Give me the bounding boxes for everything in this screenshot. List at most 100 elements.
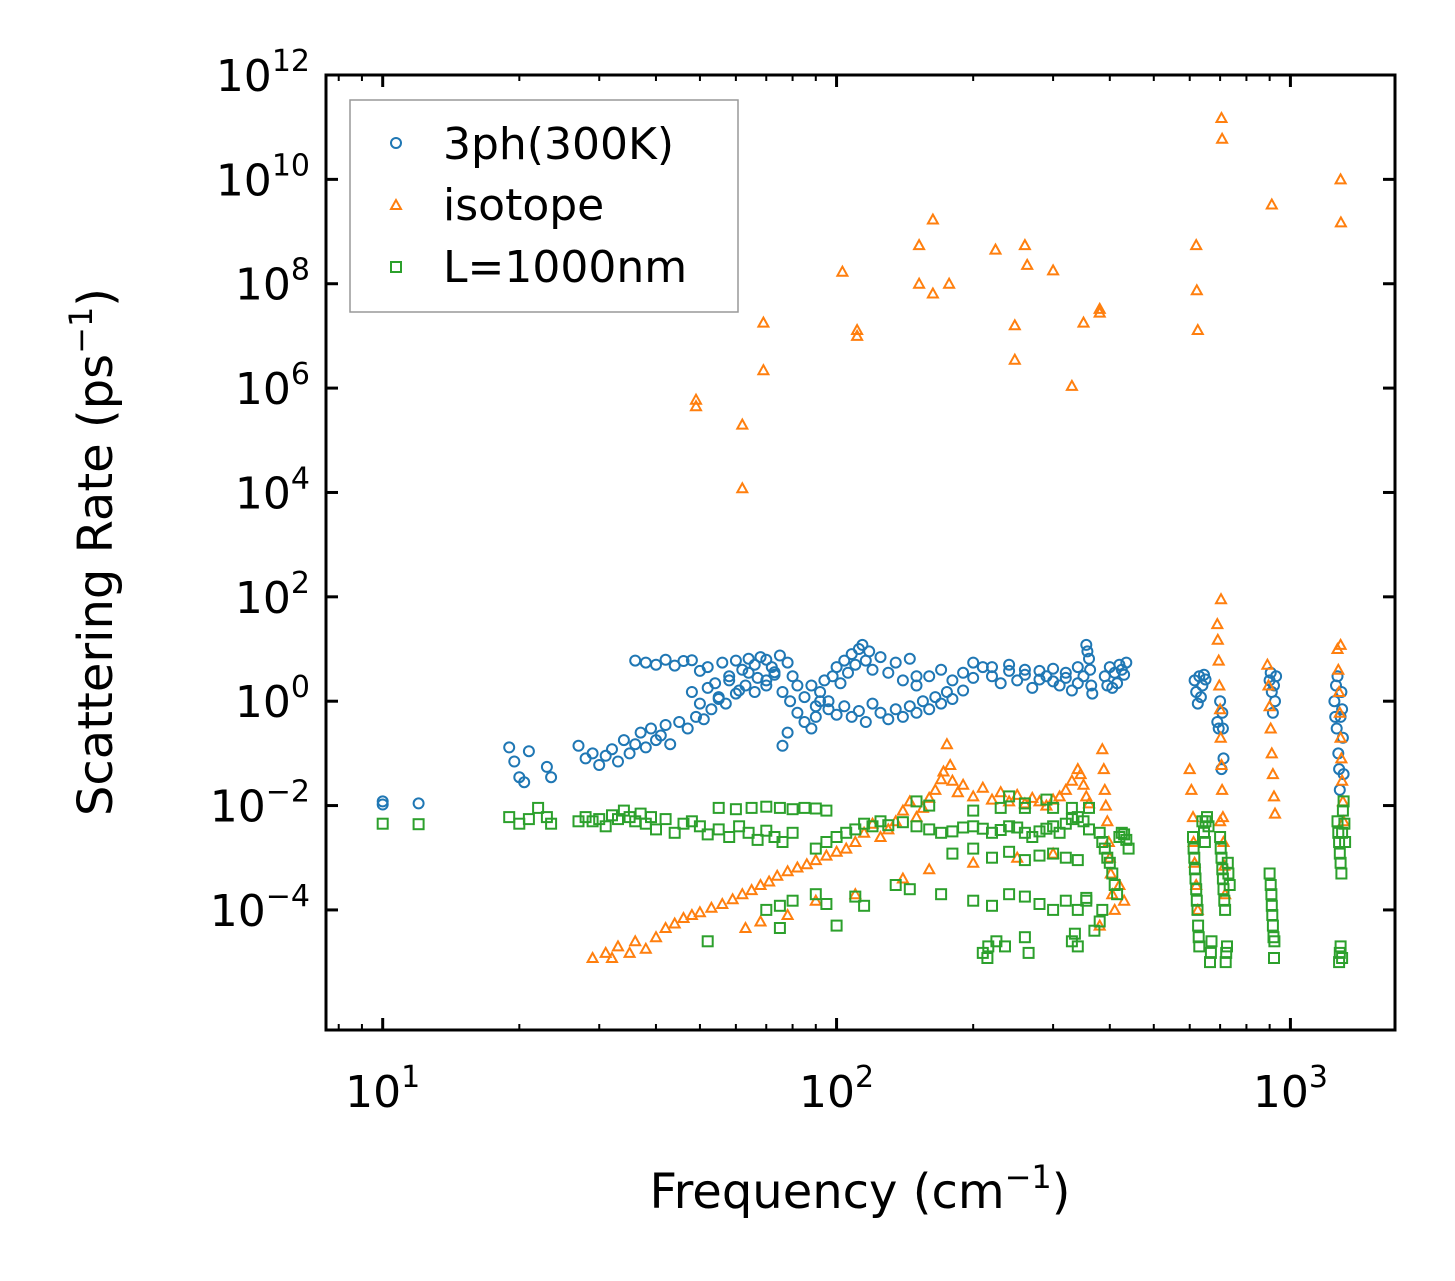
legend-frame bbox=[349, 99, 739, 313]
data-point bbox=[1099, 798, 1113, 811]
data-point bbox=[928, 782, 942, 795]
data-point bbox=[735, 417, 749, 430]
data-point bbox=[1093, 305, 1107, 318]
data-point bbox=[773, 922, 786, 934]
data-point bbox=[1216, 722, 1229, 735]
data-point bbox=[798, 716, 811, 728]
data-point bbox=[701, 681, 714, 694]
data-point bbox=[1268, 935, 1281, 948]
y-tick-label: 1012 bbox=[216, 44, 310, 102]
data-point bbox=[1059, 671, 1072, 684]
data-point bbox=[858, 817, 871, 830]
data-point bbox=[773, 899, 786, 912]
data-point bbox=[866, 697, 879, 710]
data-point bbox=[1330, 722, 1343, 735]
data-point bbox=[786, 894, 799, 907]
data-point bbox=[1083, 801, 1095, 814]
y-tick-label: 10−4 bbox=[210, 879, 310, 937]
data-point bbox=[1065, 773, 1079, 786]
data-point bbox=[1268, 806, 1282, 819]
x-tick-label-base: 10 bbox=[1253, 1067, 1309, 1118]
data-point bbox=[1018, 890, 1031, 903]
y-tick-label: 100 bbox=[235, 670, 310, 728]
data-point bbox=[896, 710, 909, 723]
data-point bbox=[1003, 845, 1016, 858]
data-point bbox=[1202, 820, 1215, 833]
axes-frame bbox=[324, 73, 1397, 1032]
data-point bbox=[1079, 789, 1093, 802]
legend-marker-l1000nm bbox=[390, 261, 402, 273]
data-point bbox=[762, 874, 776, 887]
data-point bbox=[1120, 833, 1133, 846]
data-point bbox=[1065, 684, 1078, 697]
data-point bbox=[985, 792, 999, 805]
data-point bbox=[1215, 782, 1229, 795]
data-point bbox=[690, 710, 702, 723]
data-point bbox=[935, 888, 948, 901]
data-point bbox=[1336, 703, 1349, 716]
data-point bbox=[791, 706, 804, 719]
data-point bbox=[1213, 702, 1227, 715]
data-point bbox=[508, 755, 521, 768]
y-tick-label: 10−2 bbox=[210, 775, 310, 833]
x-tick-label-exponent: 1 bbox=[401, 1060, 420, 1095]
data-point bbox=[936, 764, 951, 777]
data-point bbox=[685, 907, 699, 920]
data-point bbox=[723, 674, 736, 687]
data-point bbox=[729, 654, 742, 667]
y-tick-label-exponent: 0 bbox=[291, 670, 310, 705]
data-point bbox=[994, 824, 1007, 836]
data-point bbox=[1018, 663, 1031, 676]
data-point bbox=[1081, 645, 1094, 658]
y-tick-label: 102 bbox=[235, 566, 310, 624]
data-point bbox=[858, 899, 871, 912]
data-point bbox=[1018, 854, 1031, 867]
data-point bbox=[503, 741, 516, 754]
data-point bbox=[586, 815, 599, 828]
data-point bbox=[664, 738, 677, 751]
y-tick-label-base: 10 bbox=[235, 573, 291, 624]
data-point bbox=[994, 677, 1007, 690]
data-point bbox=[1011, 674, 1024, 687]
data-point bbox=[1047, 903, 1060, 916]
data-point bbox=[1040, 822, 1053, 835]
y-axis-label-close: ) bbox=[68, 288, 124, 307]
data-point bbox=[889, 656, 902, 669]
y-tick-label-base: 10 bbox=[235, 364, 291, 415]
data-point bbox=[623, 747, 636, 760]
data-point bbox=[1211, 632, 1225, 645]
data-point bbox=[654, 729, 667, 742]
data-point bbox=[599, 749, 612, 762]
data-point bbox=[780, 864, 795, 877]
data-point bbox=[628, 934, 642, 947]
legend: 3ph(300K) isotope L=1000nm bbox=[349, 99, 739, 313]
data-point bbox=[916, 695, 929, 708]
data-point bbox=[1003, 790, 1016, 803]
data-point bbox=[976, 946, 989, 959]
data-point bbox=[1264, 721, 1278, 734]
data-point bbox=[781, 656, 794, 669]
data-point bbox=[1076, 777, 1091, 790]
data-point bbox=[693, 697, 706, 710]
data-point bbox=[723, 831, 736, 843]
data-point bbox=[986, 661, 998, 674]
data-point bbox=[659, 813, 672, 826]
data-point bbox=[689, 399, 703, 412]
data-point bbox=[645, 811, 657, 824]
data-point bbox=[701, 661, 714, 674]
data-point bbox=[956, 777, 970, 790]
data-point bbox=[856, 638, 869, 651]
data-point bbox=[1086, 687, 1099, 700]
data-point bbox=[412, 797, 425, 810]
data-point bbox=[753, 914, 768, 927]
data-point bbox=[736, 663, 749, 676]
data-point bbox=[1059, 894, 1072, 907]
data-point bbox=[946, 693, 959, 705]
data-point bbox=[946, 674, 959, 687]
data-point bbox=[1033, 898, 1046, 910]
data-point bbox=[742, 652, 755, 665]
data-point bbox=[866, 663, 879, 676]
data-point bbox=[1336, 814, 1351, 827]
data-point bbox=[760, 824, 773, 837]
